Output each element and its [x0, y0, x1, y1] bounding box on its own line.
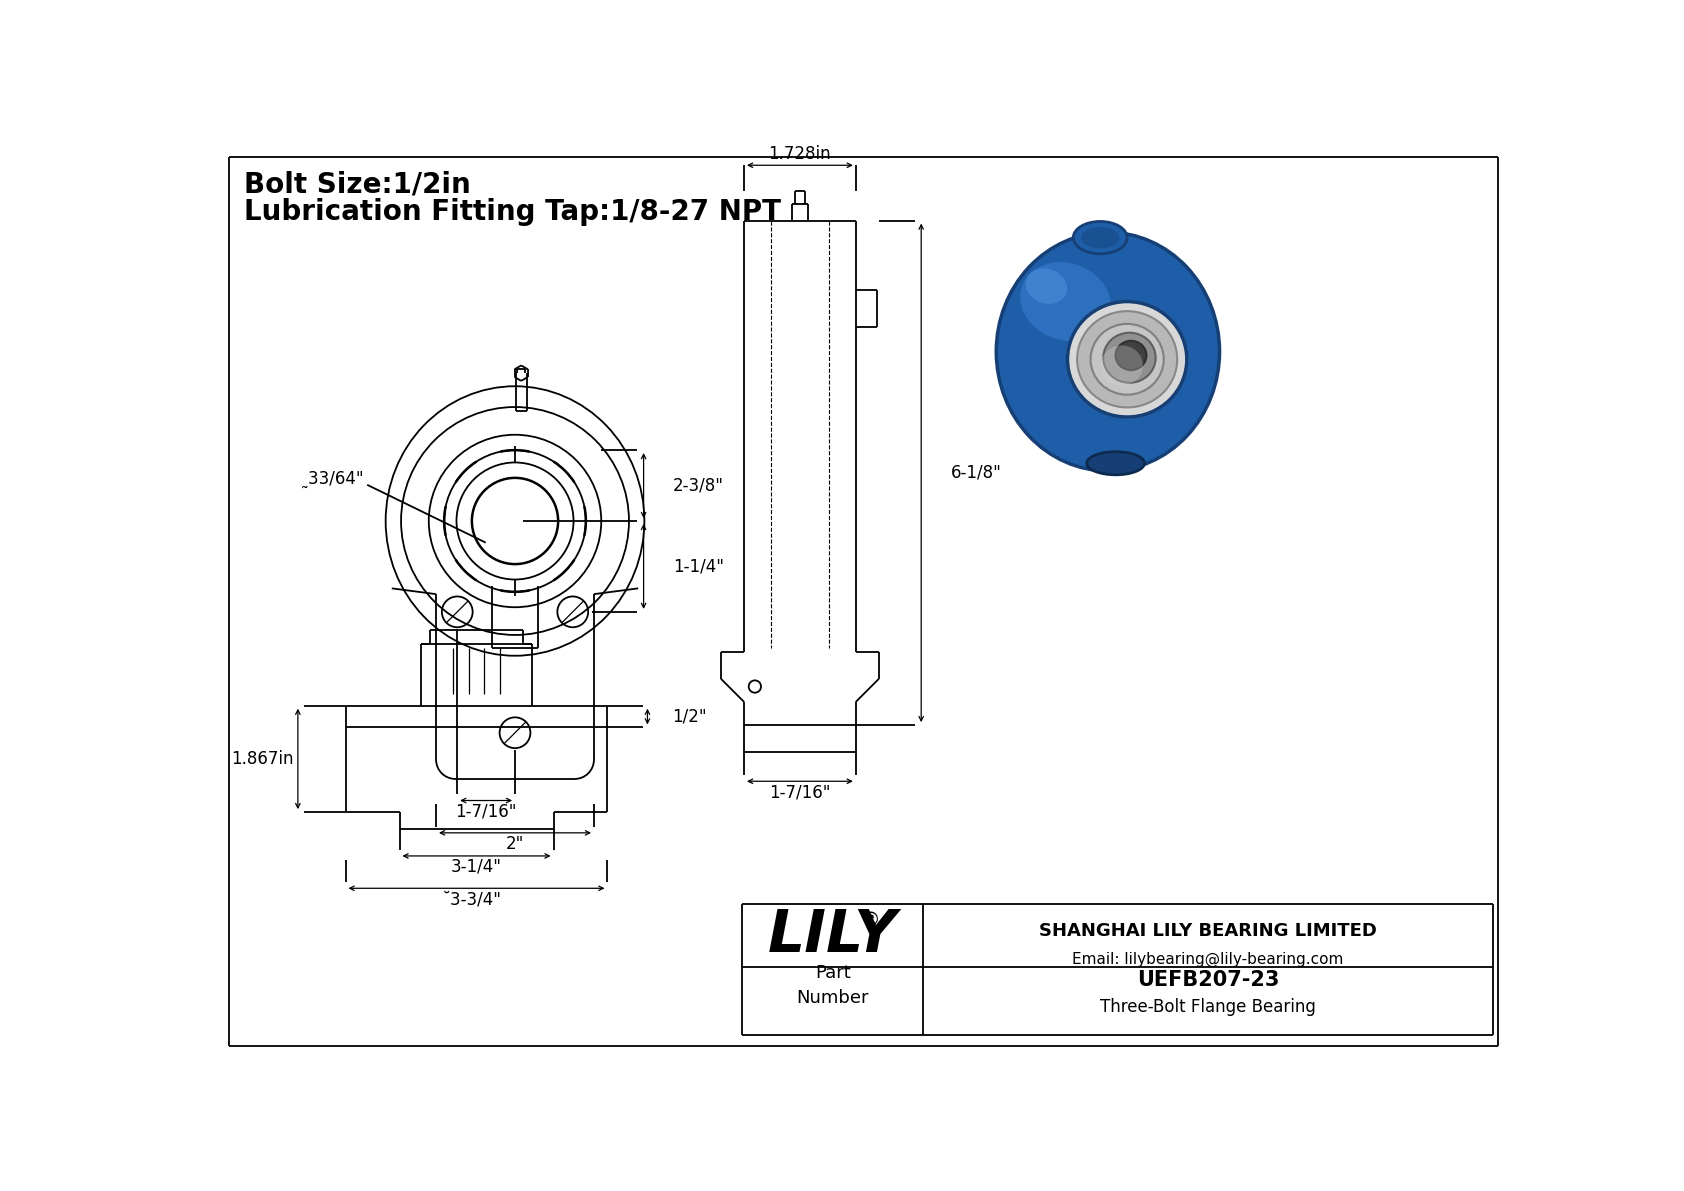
Ellipse shape	[997, 232, 1219, 470]
Text: Lubrication Fitting Tap:1/8-27 NPT: Lubrication Fitting Tap:1/8-27 NPT	[244, 198, 781, 225]
Ellipse shape	[1081, 226, 1120, 249]
Ellipse shape	[1068, 301, 1187, 417]
Text: ®: ®	[861, 911, 879, 930]
Text: 6-1/8": 6-1/8"	[950, 463, 1002, 482]
Ellipse shape	[1115, 341, 1147, 370]
Ellipse shape	[1101, 345, 1143, 386]
Ellipse shape	[1103, 332, 1155, 382]
Text: SHANGHAI LILY BEARING LIMITED: SHANGHAI LILY BEARING LIMITED	[1039, 922, 1378, 940]
Text: 2": 2"	[505, 835, 524, 853]
Ellipse shape	[1073, 222, 1127, 254]
Text: 3-1/4": 3-1/4"	[451, 858, 502, 875]
Text: Three-Bolt Flange Bearing: Three-Bolt Flange Bearing	[1100, 998, 1315, 1016]
Ellipse shape	[1078, 311, 1177, 407]
Ellipse shape	[1086, 451, 1145, 475]
Text: UEFB207-23: UEFB207-23	[1137, 971, 1280, 991]
Ellipse shape	[1021, 262, 1111, 341]
Text: ̰33/64": ̰33/64"	[310, 469, 365, 487]
Ellipse shape	[1091, 324, 1164, 394]
Text: 1-1/4": 1-1/4"	[674, 557, 724, 575]
Text: ̆3-3/4": ̆3-3/4"	[451, 890, 502, 908]
Text: Bolt Size:1/2in: Bolt Size:1/2in	[244, 170, 472, 199]
Text: 1-7/16": 1-7/16"	[455, 803, 517, 821]
Ellipse shape	[1026, 268, 1068, 304]
Text: Email: lilybearing@lily-bearing.com: Email: lilybearing@lily-bearing.com	[1073, 952, 1344, 967]
Text: 1-7/16": 1-7/16"	[770, 784, 830, 802]
Text: Part
Number: Part Number	[797, 964, 869, 1008]
Text: 1.867in: 1.867in	[231, 750, 295, 768]
Text: LILY: LILY	[768, 908, 898, 965]
Text: 2-3/8": 2-3/8"	[674, 476, 724, 494]
Text: 1.728in: 1.728in	[768, 145, 832, 163]
Text: 1/2": 1/2"	[672, 707, 707, 725]
